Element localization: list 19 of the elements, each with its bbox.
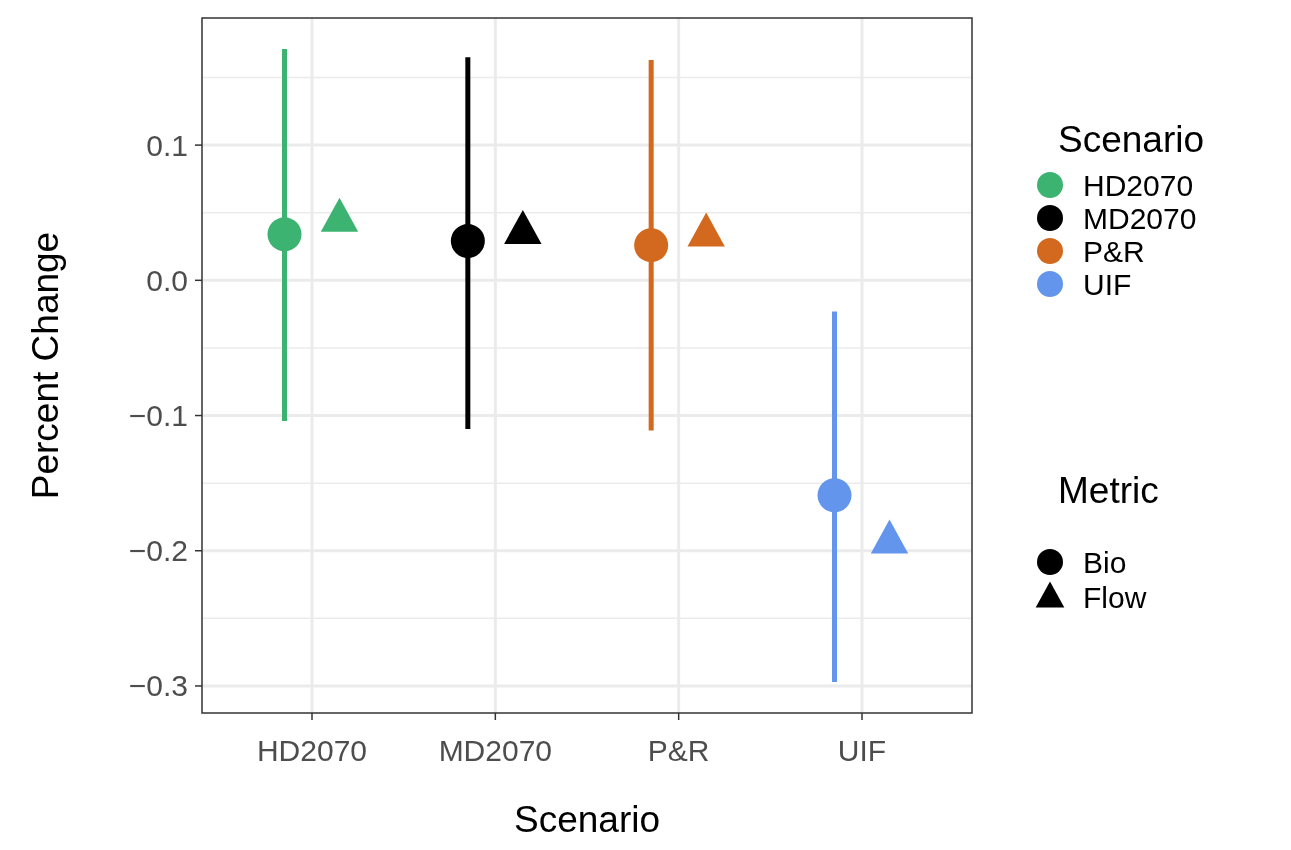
- category-label: HD2070: [1083, 168, 1194, 202]
- text: Metric: [1058, 470, 1159, 511]
- y-tick-label: −0.2: [128, 534, 188, 568]
- y-tick-label: 0.0: [146, 263, 188, 297]
- y-tick-label: 0.1: [146, 128, 188, 162]
- x-tick-label: P&R: [647, 734, 710, 767]
- category-label: MD2070: [1083, 201, 1197, 235]
- x-tick-label: HD2070: [256, 734, 368, 767]
- x-tick-label: MD2070: [438, 734, 553, 767]
- text: Scenario: [1058, 119, 1205, 160]
- y-tick-label: −0.1: [128, 399, 188, 433]
- legend-label: Bio: [1083, 545, 1127, 579]
- x-tick-label: UIF: [837, 734, 887, 767]
- y-axis-title: Percent Change: [25, 231, 66, 500]
- category-label: UIF: [1083, 267, 1132, 301]
- y-tick-label: −0.3: [128, 669, 188, 703]
- category-label: P&R: [1083, 234, 1145, 268]
- legend-label: Flow: [1083, 580, 1147, 614]
- x-axis-title: Scenario: [513, 799, 661, 840]
